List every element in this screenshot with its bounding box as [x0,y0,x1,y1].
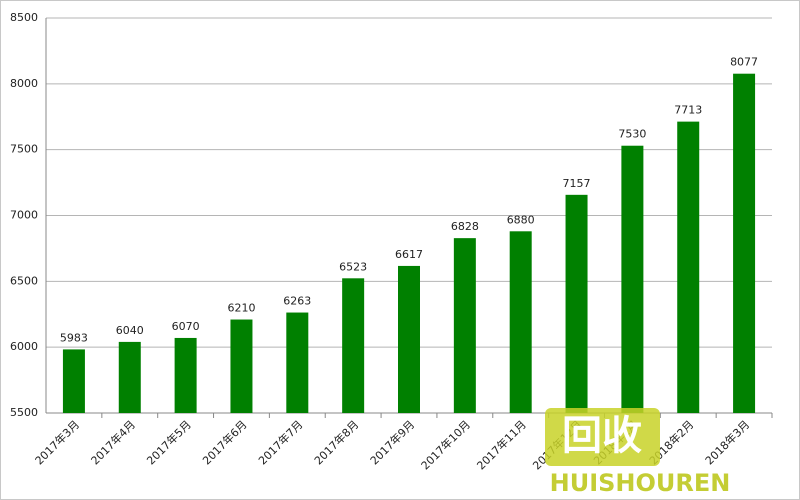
bar [342,278,365,413]
data-label: 6070 [172,320,200,333]
watermark-logo: 回收 [562,413,642,459]
bar [509,231,532,413]
y-tick-label: 6500 [10,274,38,287]
data-label: 8077 [730,56,758,69]
data-label: 6828 [451,220,479,233]
data-label: 7713 [674,104,702,117]
bar [453,238,476,413]
y-tick-label: 8500 [10,11,38,24]
data-label: 5983 [60,331,88,344]
y-tick-label: 5500 [10,406,38,419]
y-tick-label: 8000 [10,77,38,90]
data-label: 6617 [395,248,423,261]
data-label: 6210 [227,302,255,315]
bar [565,194,588,413]
watermark: HUISHOUREN [550,469,731,497]
bar [621,145,644,413]
watermark-box [545,408,660,466]
data-label: 6880 [507,213,535,226]
data-label: 7157 [563,177,591,190]
bar [398,265,420,413]
data-label: 6040 [116,324,144,337]
bar [62,349,85,413]
data-label: 6523 [339,260,367,273]
y-tick-label: 7500 [10,143,38,156]
bar [286,312,309,413]
data-label: 7530 [618,128,646,141]
bar [677,121,700,413]
bar [230,319,253,413]
y-tick-label: 7000 [10,209,38,222]
bar [174,337,197,413]
bar [733,73,756,413]
bar [118,341,141,413]
data-label: 6263 [283,295,311,308]
y-tick-label: 6000 [10,340,38,353]
